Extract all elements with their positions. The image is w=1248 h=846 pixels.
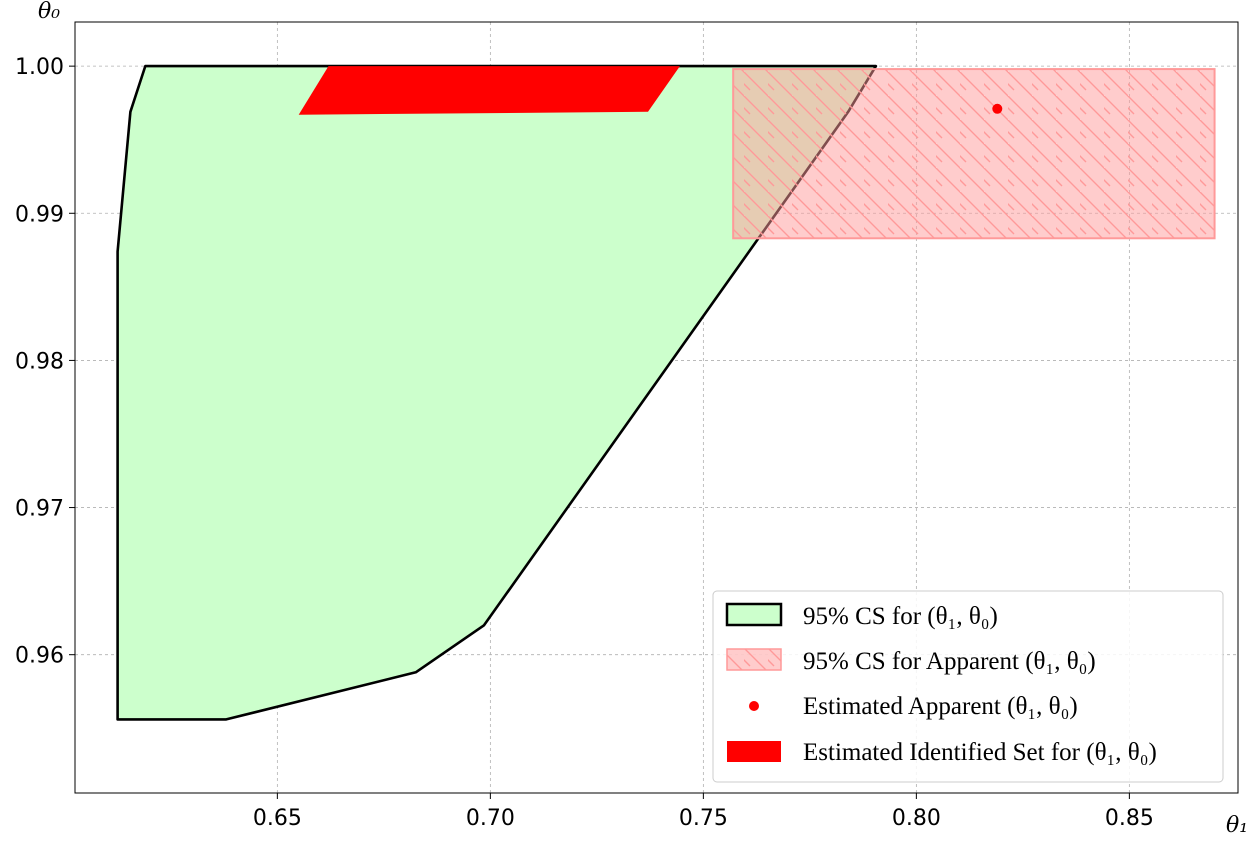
y-tick-label: 0.98 bbox=[15, 349, 64, 374]
estimated-apparent-point bbox=[992, 103, 1003, 114]
legend-swatch-identified-set bbox=[727, 741, 781, 762]
x-axis-label: θ₁ bbox=[1226, 813, 1248, 838]
y-axis-label: θ₀ bbox=[38, 0, 60, 24]
y-tick-label: 0.96 bbox=[15, 644, 64, 669]
y-tick-label: 0.97 bbox=[15, 497, 64, 522]
legend-label-identified-set: Estimated Identified Set for (θ₁, θ₀) bbox=[803, 739, 1157, 766]
legend-label-cs: 95% CS for (θ₁, θ₀) bbox=[803, 603, 998, 630]
x-tick-label: 0.85 bbox=[1105, 806, 1154, 831]
legend-label-point: Estimated Apparent (θ₁, θ₀) bbox=[803, 693, 1078, 720]
y-tick-label: 1.00 bbox=[15, 55, 64, 80]
legend-marker-point bbox=[749, 701, 759, 711]
x-tick-label: 0.75 bbox=[679, 806, 728, 831]
legend: 95% CS for (θ₁, θ₀) 95% CS for Apparent … bbox=[712, 590, 1224, 783]
x-tick-label: 0.70 bbox=[466, 806, 515, 831]
x-tick-label: 0.80 bbox=[892, 806, 941, 831]
legend-swatch-apparent-hatch bbox=[726, 648, 782, 671]
plot-frame bbox=[74, 21, 1239, 794]
legend-frame bbox=[712, 590, 1224, 783]
y-tick-label: 0.99 bbox=[15, 202, 64, 227]
apparent-cs-hatch bbox=[732, 68, 1216, 240]
legend-label-apparent: 95% CS for Apparent (θ₁, θ₀) bbox=[803, 648, 1096, 675]
y-axis-ticks: 0.96 0.97 0.98 0.99 1.00 bbox=[15, 55, 75, 669]
legend-swatch-cs bbox=[725, 602, 783, 627]
identified-set-region bbox=[298, 66, 680, 115]
x-tick-label: 0.65 bbox=[253, 806, 302, 831]
x-axis-ticks: 0.65 0.70 0.75 0.80 0.85 bbox=[253, 793, 1154, 831]
